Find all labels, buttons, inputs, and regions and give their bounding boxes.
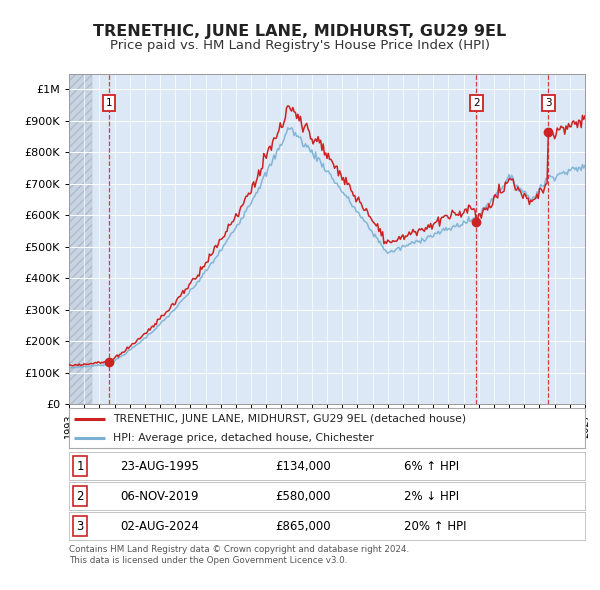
Text: 6% ↑ HPI: 6% ↑ HPI [404, 460, 460, 473]
Text: 1: 1 [106, 98, 112, 108]
Text: TRENETHIC, JUNE LANE, MIDHURST, GU29 9EL: TRENETHIC, JUNE LANE, MIDHURST, GU29 9EL [94, 24, 506, 38]
Text: 1: 1 [77, 460, 84, 473]
Text: Price paid vs. HM Land Registry's House Price Index (HPI): Price paid vs. HM Land Registry's House … [110, 39, 490, 52]
Text: 3: 3 [545, 98, 551, 108]
Text: 2: 2 [77, 490, 84, 503]
Text: 06-NOV-2019: 06-NOV-2019 [121, 490, 199, 503]
Text: TRENETHIC, JUNE LANE, MIDHURST, GU29 9EL (detached house): TRENETHIC, JUNE LANE, MIDHURST, GU29 9EL… [113, 414, 466, 424]
Text: 2% ↓ HPI: 2% ↓ HPI [404, 490, 460, 503]
Text: 2: 2 [473, 98, 479, 108]
Text: £865,000: £865,000 [275, 520, 331, 533]
Text: £134,000: £134,000 [275, 460, 331, 473]
Text: 3: 3 [77, 520, 84, 533]
Text: 20% ↑ HPI: 20% ↑ HPI [404, 520, 467, 533]
Text: HPI: Average price, detached house, Chichester: HPI: Average price, detached house, Chic… [113, 432, 374, 442]
Text: 02-AUG-2024: 02-AUG-2024 [121, 520, 199, 533]
Text: Contains HM Land Registry data © Crown copyright and database right 2024.
This d: Contains HM Land Registry data © Crown c… [69, 545, 409, 565]
Text: 23-AUG-1995: 23-AUG-1995 [121, 460, 199, 473]
Text: £580,000: £580,000 [275, 490, 331, 503]
